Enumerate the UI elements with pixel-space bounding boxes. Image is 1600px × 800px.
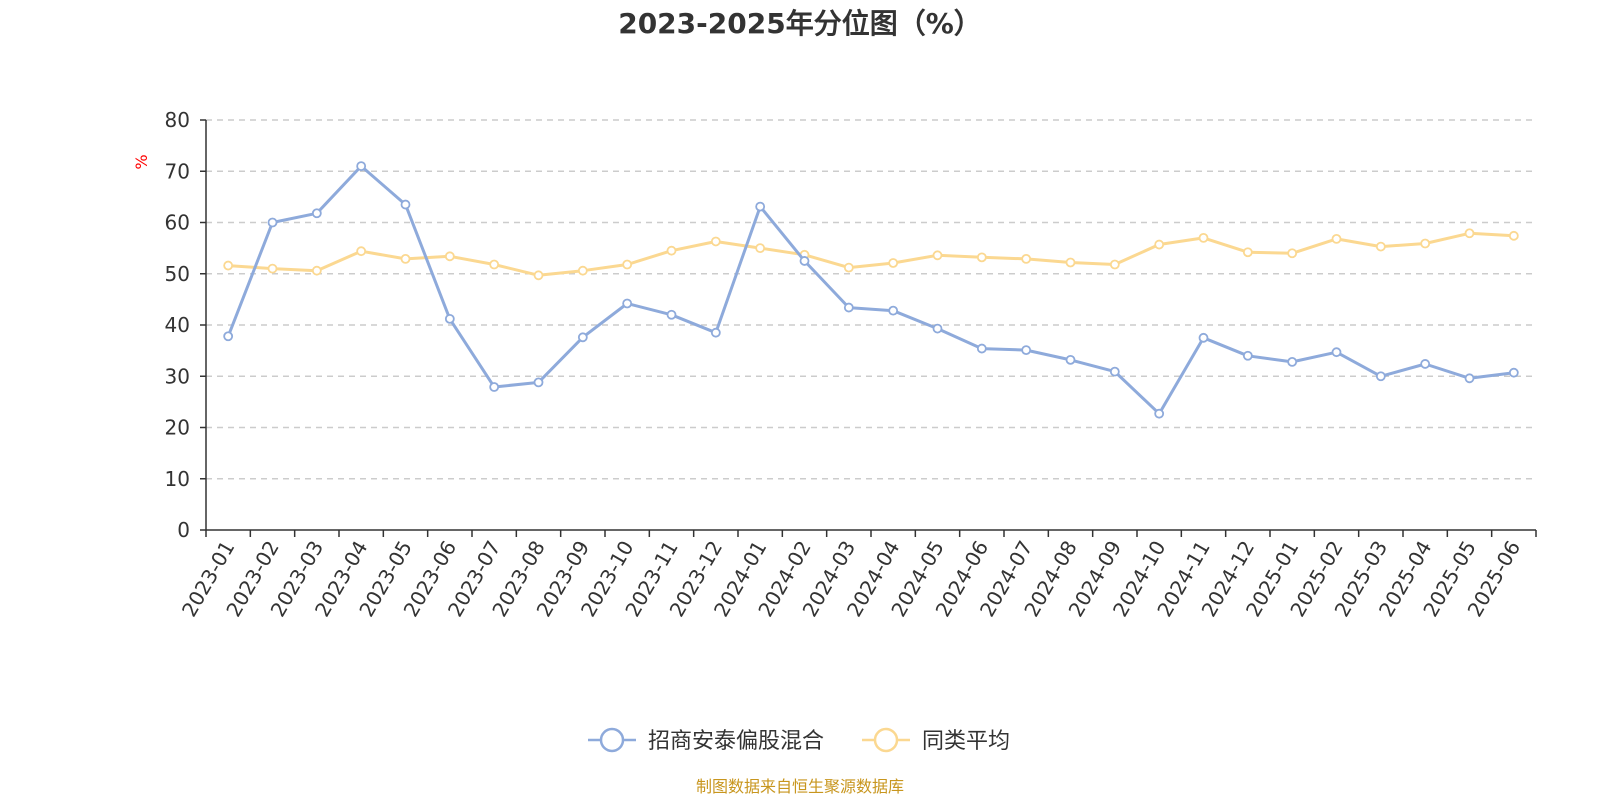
data-point[interactable] bbox=[1420, 238, 1431, 249]
grid bbox=[206, 119, 1536, 480]
y-tick-label: 70 bbox=[165, 159, 190, 183]
data-point[interactable] bbox=[1287, 356, 1298, 367]
data-point[interactable] bbox=[577, 265, 588, 276]
data-point[interactable] bbox=[843, 302, 854, 313]
data-point[interactable] bbox=[1109, 259, 1120, 270]
legend-item-fund[interactable]: 招商安泰偏股混合 bbox=[588, 727, 824, 754]
y-axis-ticks: 0 10 20 30 40 50 60 70 80 bbox=[165, 108, 206, 542]
data-point[interactable] bbox=[932, 250, 943, 261]
data-point[interactable] bbox=[1242, 350, 1253, 361]
data-point[interactable] bbox=[799, 256, 810, 266]
series-fund bbox=[223, 161, 1519, 419]
data-point[interactable] bbox=[1154, 239, 1165, 250]
series-peer-average bbox=[223, 228, 1519, 281]
data-point[interactable] bbox=[267, 217, 278, 228]
data-point[interactable] bbox=[400, 199, 411, 210]
data-point[interactable] bbox=[888, 305, 899, 316]
data-point[interactable] bbox=[489, 259, 500, 270]
legend-marker-icon bbox=[873, 727, 899, 753]
legend-marker-icon bbox=[599, 727, 625, 753]
data-point[interactable] bbox=[311, 265, 322, 276]
data-point[interactable] bbox=[223, 260, 234, 271]
data-point[interactable] bbox=[1464, 373, 1475, 384]
data-point[interactable] bbox=[1331, 233, 1342, 244]
series-layer bbox=[223, 161, 1519, 419]
data-point[interactable] bbox=[1420, 359, 1431, 369]
data-point[interactable] bbox=[932, 323, 943, 334]
data-point[interactable] bbox=[622, 298, 633, 309]
data-point[interactable] bbox=[976, 343, 987, 354]
legend-label: 同类平均 bbox=[922, 729, 1010, 754]
data-point[interactable] bbox=[444, 313, 455, 324]
data-point[interactable] bbox=[1287, 248, 1298, 259]
data-point[interactable] bbox=[710, 327, 721, 338]
data-point[interactable] bbox=[356, 161, 367, 172]
y-tick-label: 20 bbox=[165, 416, 190, 440]
data-point[interactable] bbox=[489, 382, 500, 392]
source-note: 制图数据来自恒生聚源数据库 bbox=[696, 777, 904, 796]
series-line bbox=[226, 164, 1514, 416]
y-tick-label: 30 bbox=[165, 364, 190, 388]
y-tick-label: 80 bbox=[165, 108, 190, 132]
data-point[interactable] bbox=[1021, 253, 1032, 264]
data-point[interactable] bbox=[1331, 347, 1342, 358]
y-tick-label: 10 bbox=[165, 467, 190, 491]
data-point[interactable] bbox=[1508, 367, 1519, 378]
data-point[interactable] bbox=[1375, 371, 1386, 382]
legend[interactable]: 招商安泰偏股混合 同类平均 bbox=[588, 727, 1010, 754]
data-point[interactable] bbox=[843, 262, 854, 273]
chart-title: 2023-2025年分位图（%） bbox=[618, 7, 982, 40]
data-point[interactable] bbox=[311, 208, 322, 219]
data-point[interactable] bbox=[1021, 345, 1032, 356]
data-point[interactable] bbox=[755, 201, 766, 212]
data-point[interactable] bbox=[267, 263, 278, 274]
legend-label: 招商安泰偏股混合 bbox=[648, 729, 824, 754]
data-point[interactable] bbox=[666, 245, 677, 256]
data-point[interactable] bbox=[710, 236, 721, 247]
data-point[interactable] bbox=[622, 259, 633, 270]
data-point[interactable] bbox=[1198, 232, 1209, 243]
data-point[interactable] bbox=[1065, 257, 1076, 268]
y-tick-label: 40 bbox=[165, 313, 190, 337]
data-point[interactable] bbox=[577, 332, 588, 343]
data-point[interactable] bbox=[533, 270, 544, 281]
data-point[interactable] bbox=[976, 252, 987, 263]
data-point[interactable] bbox=[1242, 247, 1253, 258]
x-axis-ticks: 2023-012023-022023-032023-042023-052023-… bbox=[177, 530, 1537, 621]
legend-item-peer-average[interactable]: 同类平均 bbox=[862, 727, 1010, 754]
data-point[interactable] bbox=[1154, 408, 1165, 419]
y-tick-label: 60 bbox=[165, 211, 190, 235]
data-point[interactable] bbox=[1464, 228, 1475, 239]
data-point[interactable] bbox=[1065, 354, 1076, 365]
data-point[interactable] bbox=[223, 331, 234, 342]
data-point[interactable] bbox=[356, 246, 367, 257]
data-point[interactable] bbox=[1375, 241, 1386, 252]
data-point[interactable] bbox=[400, 253, 411, 264]
data-point[interactable] bbox=[666, 309, 677, 320]
data-point[interactable] bbox=[1198, 332, 1209, 343]
data-point[interactable] bbox=[444, 251, 455, 262]
y-tick-label: 50 bbox=[165, 262, 190, 286]
data-point[interactable] bbox=[755, 243, 766, 254]
y-axis-unit: % bbox=[132, 154, 151, 169]
data-point[interactable] bbox=[888, 258, 899, 268]
data-point[interactable] bbox=[1508, 230, 1519, 241]
series-line bbox=[228, 231, 1514, 277]
data-point[interactable] bbox=[1109, 366, 1120, 377]
y-tick-label: 0 bbox=[177, 518, 190, 542]
data-point[interactable] bbox=[533, 377, 544, 388]
